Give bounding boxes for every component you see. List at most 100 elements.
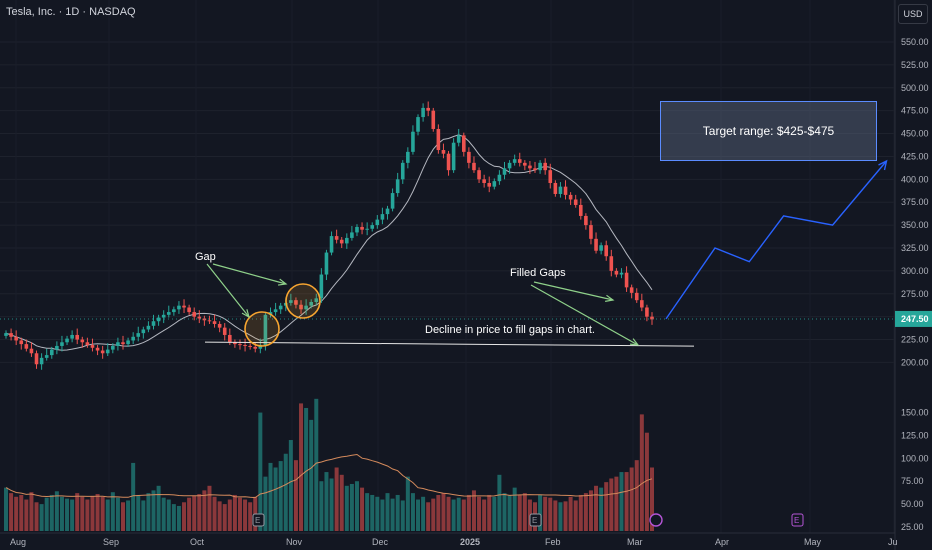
- volume-bar: [161, 497, 166, 531]
- candle-body: [217, 323, 222, 328]
- candle-body: [243, 345, 247, 347]
- filled-gaps-label: Filled Gaps: [510, 267, 566, 279]
- volume-bar: [90, 495, 95, 531]
- candle-body: [34, 353, 39, 365]
- candle-body: [44, 355, 49, 358]
- candle-body: [339, 239, 344, 244]
- candle-body: [299, 304, 303, 310]
- candle-body: [609, 256, 614, 271]
- volume-bar: [599, 487, 604, 531]
- candle-body: [212, 321, 217, 324]
- annotation-arrowhead: [241, 309, 250, 319]
- candle-body: [172, 309, 176, 313]
- volume-bar: [126, 500, 131, 531]
- candle-body: [65, 338, 69, 343]
- price-tick-label: 350.00: [901, 220, 929, 230]
- volume-bar: [426, 502, 431, 531]
- volume-bar: [588, 490, 593, 531]
- candle-body: [263, 314, 268, 346]
- candle-body: [517, 159, 522, 163]
- volume-bar: [115, 497, 120, 531]
- candle-body: [177, 305, 181, 310]
- volume-bar: [482, 499, 487, 531]
- volume-bar: [538, 494, 543, 531]
- candle-body: [548, 170, 553, 183]
- candle-body: [573, 199, 578, 205]
- volume-bar: [9, 493, 14, 531]
- volume-bar: [80, 496, 85, 531]
- price-tick-label: 275.00: [901, 289, 929, 299]
- dividend-marker: [649, 513, 663, 527]
- volume-bar: [461, 499, 466, 531]
- candle-body: [90, 345, 95, 348]
- candle-body: [406, 151, 410, 163]
- volume-bar: [309, 419, 314, 531]
- projection-path: [665, 160, 888, 320]
- volume-bar: [263, 476, 268, 531]
- candle-body: [151, 321, 156, 326]
- volume-bar: [59, 496, 64, 531]
- volume-bar: [471, 490, 476, 531]
- candle-body: [248, 345, 252, 347]
- candle-body: [4, 333, 8, 336]
- volume-bar: [477, 496, 482, 531]
- candle-body: [411, 131, 415, 152]
- volume-bar: [237, 497, 242, 531]
- volume-bar: [217, 501, 222, 531]
- volume-bar: [644, 432, 649, 531]
- candle-body: [604, 245, 609, 257]
- volume-bar: [314, 398, 319, 531]
- candle-body: [49, 349, 54, 356]
- volume-bar: [70, 499, 75, 531]
- candle-body: [309, 302, 313, 306]
- volume-bar: [492, 496, 497, 531]
- volume-bar: [512, 487, 517, 531]
- volume-tick-label: 25.00: [901, 522, 924, 532]
- volume-bar: [456, 497, 461, 531]
- volume-tick-label: 75.00: [901, 476, 924, 486]
- price-tick-label: 300.00: [901, 266, 929, 276]
- candle-body: [619, 272, 624, 275]
- volume-bar: [202, 490, 207, 531]
- annotation-arrowhead: [605, 294, 615, 302]
- candle-body: [446, 153, 451, 171]
- volume-bar: [243, 499, 248, 531]
- volume-bar: [319, 481, 324, 531]
- candle-body: [645, 307, 649, 317]
- candle-body: [166, 312, 171, 315]
- candle-body: [228, 334, 232, 343]
- candle-body: [355, 226, 359, 233]
- candle-body: [589, 225, 593, 239]
- candle-body: [126, 340, 130, 345]
- time-tick-label: Aug: [10, 537, 26, 547]
- time-tick-label: Oct: [190, 537, 205, 547]
- candle-body: [60, 342, 64, 346]
- candle-body: [375, 219, 380, 226]
- candle-body: [578, 204, 583, 216]
- candle-body: [461, 135, 466, 152]
- volume-bar: [446, 496, 451, 531]
- candle-body: [395, 179, 400, 194]
- volume-bar: [441, 493, 446, 531]
- volume-bar: [548, 497, 553, 531]
- target-range-box[interactable]: Target range: $425-$475: [660, 101, 877, 161]
- candle-body: [116, 342, 120, 346]
- candle-body: [70, 334, 74, 339]
- candle-body: [24, 344, 29, 349]
- candle-body: [156, 317, 161, 322]
- volume-bar: [349, 483, 354, 531]
- candle-body: [141, 329, 146, 334]
- candle-body: [131, 336, 135, 341]
- volume-bar: [95, 494, 100, 531]
- volume-bar: [543, 496, 548, 531]
- gap-circle: [244, 311, 280, 347]
- candle-body: [105, 349, 110, 354]
- annotation-arrow: [533, 281, 614, 301]
- candle-body: [502, 168, 507, 175]
- volume-tick-label: 125.00: [901, 430, 929, 440]
- volume-bar: [563, 501, 568, 531]
- currency-button[interactable]: USD: [898, 4, 928, 24]
- candle-body: [477, 170, 481, 180]
- candle-body: [29, 348, 34, 354]
